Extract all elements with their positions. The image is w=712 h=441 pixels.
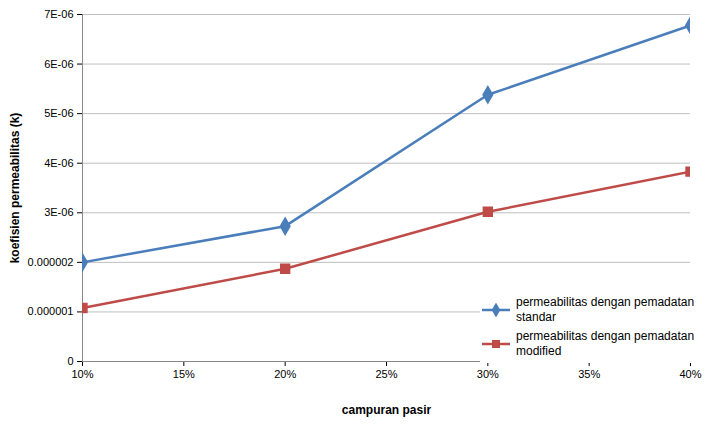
- html-text:permeabilitas dengan pemadatan: permeabilitas dengan pemadatan standar: [516, 295, 695, 324]
- svg-text:koefisien permeabilitas (k): koefisien permeabilitas (k): [8, 113, 22, 264]
- svg-text:40%: 40%: [679, 368, 701, 380]
- svg-text:10%: 10%: [71, 368, 93, 380]
- svg-text:5E-06: 5E-06: [44, 107, 73, 119]
- svg-text:0.000001: 0.000001: [28, 305, 74, 317]
- svg-text:35%: 35%: [578, 368, 600, 380]
- svg-text:20%: 20%: [274, 368, 296, 380]
- svg-text:4E-06: 4E-06: [44, 157, 73, 169]
- svg-text:30%: 30%: [477, 368, 499, 380]
- svg-text:0: 0: [67, 355, 73, 367]
- svg-text:7E-06: 7E-06: [44, 8, 73, 20]
- svg-text:campuran pasir: campuran pasir: [342, 403, 432, 417]
- html-text:permeabilitas dengan pemadatan: permeabilitas dengan pemadatan modified: [516, 329, 695, 358]
- svg-text:3E-06: 3E-06: [44, 206, 73, 218]
- svg-text:15%: 15%: [173, 368, 195, 380]
- svg-text:6E-06: 6E-06: [44, 58, 73, 70]
- svg-text:0.000002: 0.000002: [28, 256, 74, 268]
- svg-text:25%: 25%: [375, 368, 397, 380]
